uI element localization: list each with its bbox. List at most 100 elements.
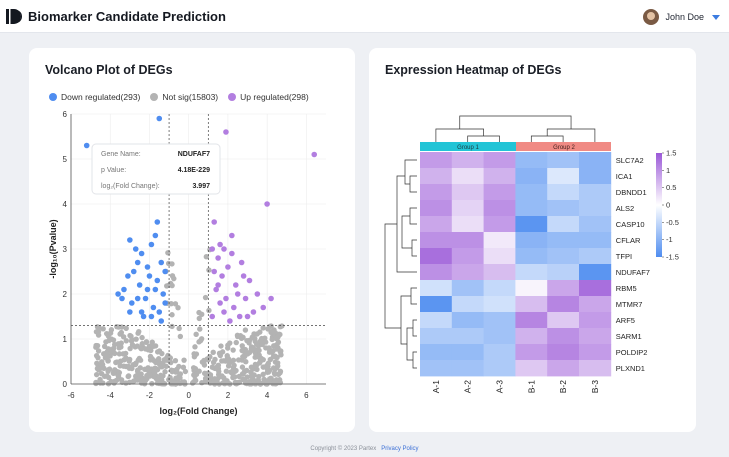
data-point[interactable]: [154, 277, 161, 284]
data-point[interactable]: [156, 115, 163, 122]
heatmap-cell[interactable]: [579, 280, 612, 297]
heatmap-cell[interactable]: [515, 248, 548, 265]
data-point[interactable]: [146, 273, 153, 279]
heatmap-cell[interactable]: [451, 264, 484, 281]
heatmap-cell[interactable]: [420, 200, 453, 217]
data-point[interactable]: [144, 264, 151, 270]
heatmap-cell[interactable]: [579, 344, 612, 361]
heatmap-cell[interactable]: [515, 200, 548, 217]
heatmap-cell[interactable]: [547, 168, 580, 185]
heatmap-cell[interactable]: [483, 184, 516, 201]
user-name[interactable]: John Doe: [665, 12, 704, 22]
heatmap-cell[interactable]: [451, 232, 484, 249]
data-point[interactable]: [211, 268, 217, 275]
data-point[interactable]: [138, 250, 145, 257]
heatmap-cell[interactable]: [547, 200, 580, 217]
heatmap-cell[interactable]: [547, 264, 580, 281]
data-point[interactable]: [234, 291, 241, 297]
legend-down[interactable]: Down regulated(293): [49, 92, 140, 102]
data-point[interactable]: [254, 291, 261, 297]
data-point[interactable]: [229, 250, 235, 257]
data-point[interactable]: [121, 286, 127, 293]
heatmap-cell[interactable]: [579, 328, 612, 345]
heatmap-cell[interactable]: [579, 200, 612, 217]
heatmap-cell[interactable]: [483, 168, 516, 185]
data-point[interactable]: [138, 309, 145, 315]
data-point[interactable]: [148, 313, 155, 320]
heatmap-cell[interactable]: [451, 184, 484, 201]
heatmap-cell[interactable]: [515, 264, 548, 281]
heatmap-cell[interactable]: [483, 296, 516, 313]
data-point[interactable]: [227, 318, 233, 324]
heatmap-cell[interactable]: [420, 168, 453, 185]
heatmap-cell[interactable]: [483, 232, 516, 249]
data-point[interactable]: [130, 268, 137, 275]
heatmap-cell[interactable]: [515, 168, 548, 185]
data-point[interactable]: [211, 219, 217, 225]
heatmap-cell[interactable]: [579, 168, 612, 185]
privacy-policy-link[interactable]: Privacy Policy: [381, 446, 419, 452]
data-point[interactable]: [134, 259, 141, 266]
data-point[interactable]: [156, 309, 163, 315]
heatmap-cell[interactable]: [451, 344, 484, 361]
data-point[interactable]: [152, 232, 159, 239]
heatmap-cell[interactable]: [579, 216, 612, 233]
heatmap-cell[interactable]: [483, 264, 516, 281]
heatmap-cell[interactable]: [579, 152, 612, 169]
data-point[interactable]: [127, 309, 133, 315]
data-point[interactable]: [242, 295, 249, 302]
heatmap-cell[interactable]: [547, 216, 580, 233]
heatmap-cell[interactable]: [579, 360, 612, 377]
data-point[interactable]: [221, 246, 227, 252]
heatmap-cell[interactable]: [483, 200, 516, 217]
heatmap-cell[interactable]: [483, 152, 516, 169]
heatmap-cell[interactable]: [420, 344, 453, 361]
heatmap-cell[interactable]: [420, 232, 453, 249]
group2-bar[interactable]: [516, 142, 611, 151]
data-point[interactable]: [132, 246, 139, 252]
heatmap-cell[interactable]: [547, 296, 580, 313]
heatmap-cell[interactable]: [515, 216, 548, 233]
chevron-down-icon[interactable]: [712, 14, 720, 20]
heatmap-cell[interactable]: [451, 312, 484, 329]
data-point[interactable]: [268, 295, 274, 302]
heatmap-cell[interactable]: [515, 152, 548, 169]
data-point[interactable]: [140, 313, 147, 320]
data-point[interactable]: [134, 295, 141, 302]
heatmap-cell[interactable]: [579, 264, 612, 281]
heatmap-cell[interactable]: [420, 328, 453, 345]
heatmap-cell[interactable]: [483, 312, 516, 329]
heatmap-cell[interactable]: [483, 344, 516, 361]
heatmap-cell[interactable]: [547, 280, 580, 297]
data-point[interactable]: [158, 259, 165, 266]
avatar[interactable]: [643, 9, 660, 25]
data-point[interactable]: [231, 304, 237, 311]
heatmap-cell[interactable]: [579, 296, 612, 313]
data-point[interactable]: [142, 295, 149, 302]
heatmap-cell[interactable]: [515, 184, 548, 201]
heatmap-cell[interactable]: [420, 216, 453, 233]
heatmap-cell[interactable]: [451, 216, 484, 233]
data-point[interactable]: [250, 309, 257, 315]
data-point[interactable]: [162, 268, 168, 275]
data-point[interactable]: [215, 282, 221, 288]
heatmap-cell[interactable]: [547, 360, 580, 377]
data-point[interactable]: [160, 291, 166, 297]
data-point[interactable]: [223, 129, 229, 135]
data-point[interactable]: [209, 246, 216, 252]
data-point[interactable]: [246, 277, 253, 284]
data-point[interactable]: [225, 264, 231, 270]
heatmap-cell[interactable]: [483, 248, 516, 265]
data-point[interactable]: [215, 255, 221, 261]
heatmap-cell[interactable]: [579, 232, 612, 249]
data-point[interactable]: [217, 241, 223, 248]
heatmap-cell[interactable]: [579, 312, 612, 329]
data-point[interactable]: [127, 237, 133, 243]
data-point[interactable]: [244, 313, 251, 320]
heatmap-cell[interactable]: [515, 328, 548, 345]
heatmap-cell[interactable]: [515, 312, 548, 329]
data-point[interactable]: [311, 151, 318, 158]
heatmap-cell[interactable]: [451, 152, 484, 169]
data-point[interactable]: [229, 232, 235, 239]
heatmap-cell[interactable]: [483, 328, 516, 345]
